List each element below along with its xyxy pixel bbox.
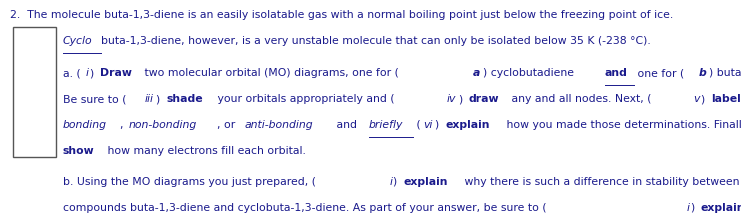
Text: compounds buta-1,3-diene and cyclobuta-1,3-diene. As part of your answer, be sur: compounds buta-1,3-diene and cyclobuta-1…	[63, 203, 546, 213]
Text: Be sure to (: Be sure to (	[63, 94, 127, 104]
Text: bonding: bonding	[63, 120, 107, 130]
Text: explain: explain	[445, 120, 490, 130]
Text: iv: iv	[447, 94, 456, 104]
Text: briefly: briefly	[369, 120, 403, 130]
Text: ): )	[691, 203, 699, 213]
Text: shade: shade	[167, 94, 203, 104]
Text: (: (	[413, 120, 421, 130]
Text: one for (: one for (	[634, 68, 685, 78]
Text: two molecular orbital (MO) diagrams, one for (: two molecular orbital (MO) diagrams, one…	[141, 68, 399, 78]
Text: b: b	[699, 68, 707, 78]
Text: ): )	[393, 177, 401, 187]
Text: Draw: Draw	[99, 68, 131, 78]
Text: i: i	[389, 177, 392, 187]
Text: any and all nodes. Next, (: any and all nodes. Next, (	[508, 94, 651, 104]
Text: explain: explain	[403, 177, 448, 187]
Text: ): )	[459, 94, 466, 104]
Text: ,: ,	[120, 120, 127, 130]
Text: ): )	[90, 68, 97, 78]
Text: draw: draw	[468, 94, 499, 104]
Text: how you made those determinations. Finally, (: how you made those determinations. Final…	[502, 120, 741, 130]
Text: ) cyclobutadiene: ) cyclobutadiene	[483, 68, 577, 78]
Text: ): )	[156, 94, 164, 104]
Text: v: v	[693, 94, 700, 104]
Text: iii: iii	[144, 94, 154, 104]
Text: show: show	[63, 146, 95, 156]
Text: and: and	[333, 120, 361, 130]
Bar	[13, 27, 56, 157]
Text: your orbitals appropriately and (: your orbitals appropriately and (	[213, 94, 394, 104]
Text: non-bonding: non-bonding	[129, 120, 197, 130]
Text: vi: vi	[423, 120, 433, 130]
Text: explain: explain	[701, 203, 741, 213]
Text: b. Using the MO diagrams you just prepared, (: b. Using the MO diagrams you just prepar…	[63, 177, 316, 187]
Text: 2.  The molecule buta-1,3-diene is an easily isolatable gas with a normal boilin: 2. The molecule buta-1,3-diene is an eas…	[10, 10, 673, 20]
Text: buta-1,3-diene, however, is a very unstable molecule that can only be isolated b: buta-1,3-diene, however, is a very unsta…	[102, 36, 651, 46]
Text: how many electrons fill each orbital.: how many electrons fill each orbital.	[104, 146, 306, 156]
Text: i: i	[687, 203, 690, 213]
Text: ): )	[435, 120, 443, 130]
Text: ) buta-1,3-diene. For each energy level in each diagram, (: ) buta-1,3-diene. For each energy level …	[709, 68, 741, 78]
Text: anti-bonding: anti-bonding	[245, 120, 313, 130]
Text: a. (: a. (	[63, 68, 81, 78]
Text: label: label	[711, 94, 741, 104]
Text: , or: , or	[217, 120, 239, 130]
Text: a: a	[473, 68, 481, 78]
Text: ): )	[701, 94, 709, 104]
Text: Cyclo: Cyclo	[63, 36, 93, 46]
Text: i: i	[86, 68, 89, 78]
Text: and: and	[605, 68, 628, 78]
Text: why there is such a difference in stability between the two: why there is such a difference in stabil…	[461, 177, 741, 187]
